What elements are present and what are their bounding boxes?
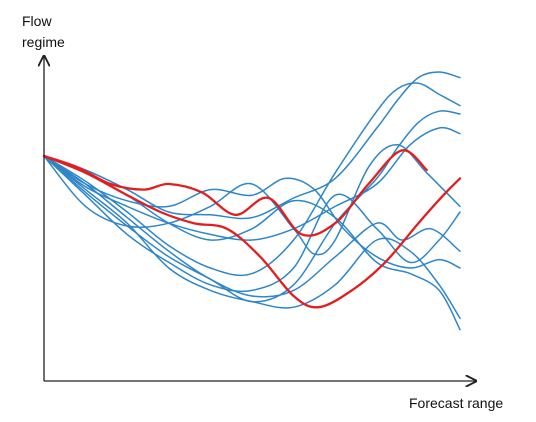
y-axis-label-line-1: Flow xyxy=(22,13,52,29)
blue-series-line-2 xyxy=(43,82,461,277)
x-axis-label: Forecast range xyxy=(409,395,503,411)
blue-series-line-8 xyxy=(43,155,461,298)
blue-series-line-6 xyxy=(43,155,461,320)
red-series-line-12 xyxy=(42,154,462,309)
y-axis-label-line-2: regime xyxy=(22,34,65,50)
red-series-line-11 xyxy=(42,149,428,237)
blue-series-line-5 xyxy=(43,155,461,269)
blue-series-line-10 xyxy=(43,126,461,241)
series-layer xyxy=(42,71,462,331)
blue-series-line-1 xyxy=(43,71,461,220)
